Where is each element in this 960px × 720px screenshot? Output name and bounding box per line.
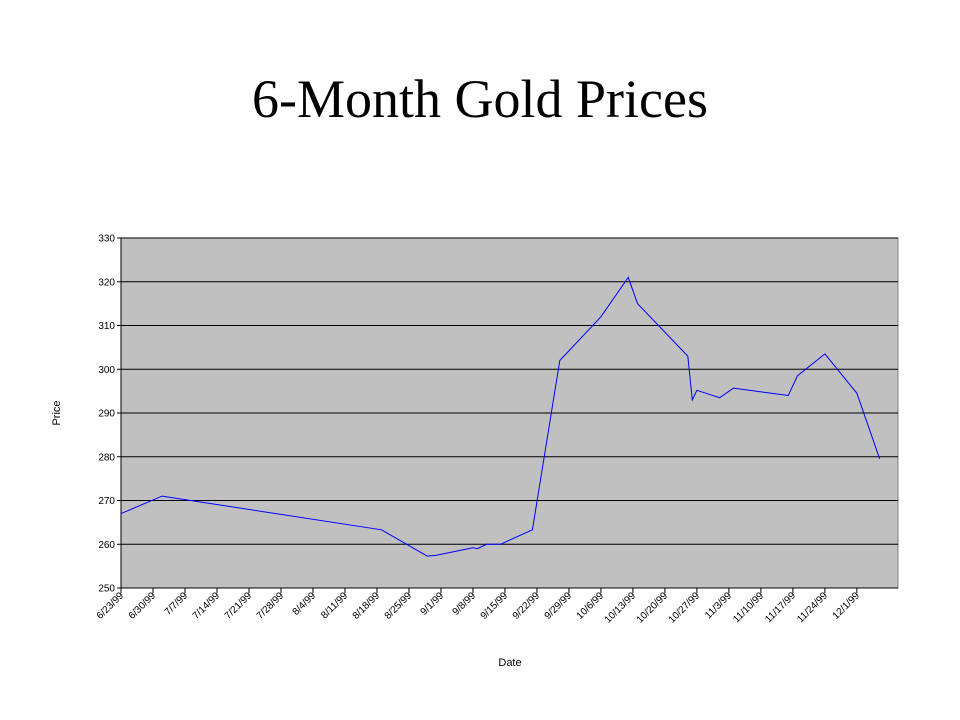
x-tick-label: 7/14/99	[191, 590, 223, 622]
grid-lines	[121, 237, 898, 545]
y-axis: 250 260 270 280 290 300 310 320 330	[98, 234, 122, 595]
x-tick-label: 9/15/99	[479, 590, 511, 622]
x-tick-label: 10/13/99	[603, 590, 639, 626]
x-tick-label: 9/22/99	[511, 590, 543, 622]
x-axis: 6/23/99 6/30/99 7/7/99 7/14/99 7/21/99 7/28/9…	[95, 587, 898, 626]
x-tick-label: 11/24/99	[795, 590, 830, 625]
y-tick-label: 250	[98, 584, 115, 595]
x-tick-label: 8/18/99	[351, 590, 383, 622]
x-tick-label: 11/10/99	[731, 590, 766, 625]
x-tick-label: 12/1/99	[831, 590, 863, 622]
x-tick-label: 8/11/99	[319, 590, 350, 621]
series-layer	[120, 276, 881, 557]
x-tick-label: 10/27/99	[667, 590, 703, 626]
x-axis-title: Date	[498, 657, 521, 669]
x-tick-label: 11/3/99	[703, 590, 734, 621]
x-tick-label: 7/7/99	[163, 590, 191, 618]
x-tick-label: 7/21/99	[223, 590, 255, 622]
y-tick-label: 290	[98, 409, 115, 420]
x-tick-label: 9/8/99	[451, 590, 479, 618]
x-tick-label: 9/1/99	[419, 590, 447, 618]
y-tick-label: 270	[98, 496, 115, 507]
x-tick-label: 10/20/99	[635, 590, 671, 626]
x-tick-label: 7/28/99	[255, 590, 287, 622]
y-tick-label: 260	[98, 540, 115, 551]
x-tick-label: 9/29/99	[543, 590, 575, 622]
x-tick-label: 11/17/99	[763, 590, 798, 625]
gold-price-line	[120, 276, 881, 557]
y-tick-label: 320	[98, 277, 115, 288]
x-tick-label: 6/23/99	[95, 590, 127, 622]
y-axis-title: Price	[51, 400, 63, 425]
x-tick-label: 8/25/99	[383, 590, 415, 622]
x-tick-label: 6/30/99	[127, 590, 159, 622]
y-tick-label: 280	[98, 452, 115, 463]
slide-title: 6-Month Gold Prices	[252, 69, 708, 129]
y-tick-label: 300	[98, 365, 115, 376]
x-tick-label: 8/4/99	[291, 590, 319, 618]
x-tick-label: 10/6/99	[575, 590, 607, 622]
y-tick-label: 310	[98, 321, 115, 332]
y-tick-label: 330	[98, 234, 115, 245]
